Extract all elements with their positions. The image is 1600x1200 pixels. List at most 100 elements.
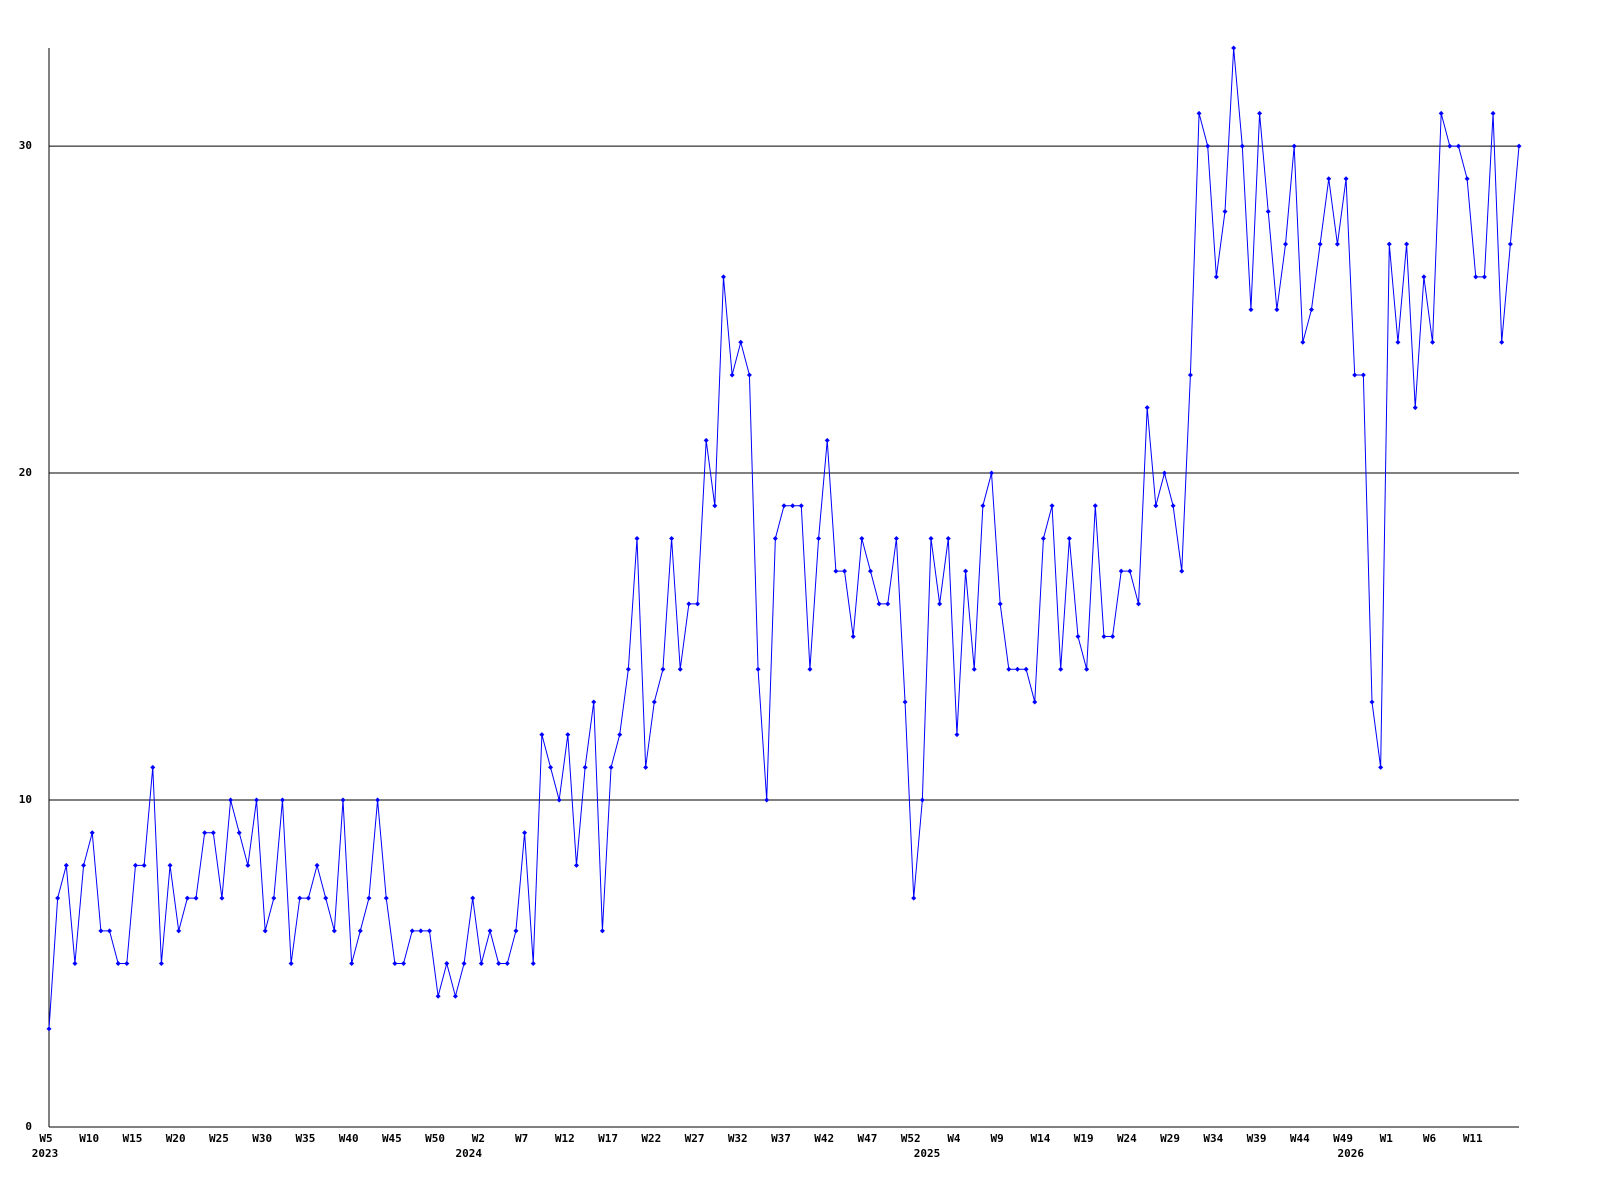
data-point: [919, 797, 925, 803]
x-tick-label: W17: [598, 1132, 618, 1145]
data-point: [297, 895, 303, 901]
data-point: [132, 862, 138, 868]
data-point: [686, 601, 692, 607]
x-tick-label: W4: [947, 1132, 961, 1145]
data-point: [461, 961, 467, 967]
data-point: [107, 928, 113, 934]
data-point: [1300, 339, 1306, 345]
data-point: [634, 535, 640, 541]
data-point: [1075, 634, 1081, 640]
data-point: [1239, 143, 1245, 149]
data-point: [1412, 405, 1418, 411]
data-point: [1317, 241, 1323, 247]
x-tick-label: W12: [555, 1132, 575, 1145]
x-tick-label: W15: [123, 1132, 143, 1145]
x-tick-label: W50: [425, 1132, 445, 1145]
data-point: [530, 961, 536, 967]
data-point: [245, 862, 251, 868]
data-point: [755, 666, 761, 672]
x-tick-label: W25: [209, 1132, 229, 1145]
data-point: [1257, 110, 1263, 116]
data-point: [556, 797, 562, 803]
data-point: [504, 961, 510, 967]
data-point: [478, 961, 484, 967]
data-point: [236, 830, 242, 836]
data-point: [1213, 274, 1219, 280]
data-point: [1378, 764, 1384, 770]
data-point: [842, 568, 848, 574]
data-point: [1066, 535, 1072, 541]
data-point: [850, 634, 856, 640]
data-point: [720, 274, 726, 280]
data-point: [677, 666, 683, 672]
data-point: [46, 1026, 52, 1032]
data-point: [167, 862, 173, 868]
data-point: [790, 503, 796, 509]
data-point: [1023, 666, 1029, 672]
x-tick-label: W40: [339, 1132, 359, 1145]
data-point: [89, 830, 95, 836]
data-point: [305, 895, 311, 901]
data-point: [1308, 307, 1314, 313]
data-point: [1430, 339, 1436, 345]
data-point: [124, 961, 130, 967]
data-point: [470, 895, 476, 901]
x-tick-label: W29: [1160, 1132, 1180, 1145]
data-line: [48, 47, 1520, 1029]
data-point: [565, 732, 571, 738]
y-tick-label: 30: [19, 139, 32, 152]
data-point: [452, 993, 458, 999]
data-point: [1274, 307, 1280, 313]
data-point: [1187, 372, 1193, 378]
x-tick-label: W6: [1423, 1132, 1437, 1145]
data-point: [1084, 666, 1090, 672]
data-point: [712, 503, 718, 509]
data-point: [1205, 143, 1211, 149]
data-point: [141, 862, 147, 868]
data-point: [1421, 274, 1427, 280]
data-point: [625, 666, 631, 672]
data-point: [1144, 405, 1150, 411]
data-point: [1438, 110, 1444, 116]
x-tick-label: W44: [1290, 1132, 1310, 1145]
data-point: [340, 797, 346, 803]
data-point: [582, 764, 588, 770]
data-point: [617, 732, 623, 738]
data-point: [807, 666, 813, 672]
data-point: [202, 830, 208, 836]
x-tick-label: W7: [515, 1132, 528, 1145]
x-tick-label: W22: [641, 1132, 661, 1145]
x-year-label: 2024: [455, 1147, 482, 1160]
data-point: [1447, 143, 1453, 149]
x-year-label: 2023: [32, 1147, 59, 1160]
data-point: [1179, 568, 1185, 574]
data-point: [1101, 634, 1107, 640]
x-tick-label: W11: [1463, 1132, 1483, 1145]
data-point: [487, 928, 493, 934]
data-point: [1170, 503, 1176, 509]
data-point: [1032, 699, 1038, 705]
x-tick-label: W42: [814, 1132, 834, 1145]
x-tick-label: W9: [991, 1132, 1004, 1145]
data-point: [288, 961, 294, 967]
data-point: [1352, 372, 1358, 378]
data-point: [357, 928, 363, 934]
data-point: [608, 764, 614, 770]
data-point: [1196, 110, 1202, 116]
x-tick-label: W19: [1074, 1132, 1094, 1145]
data-point: [366, 895, 372, 901]
data-point: [418, 928, 424, 934]
x-year-label: 2026: [1337, 1147, 1364, 1160]
data-point: [928, 535, 934, 541]
data-point: [63, 862, 69, 868]
data-point: [444, 961, 450, 967]
data-point: [496, 961, 502, 967]
data-point: [798, 503, 804, 509]
y-tick-label: 10: [19, 793, 32, 806]
data-point: [937, 601, 943, 607]
y-tick-label: 20: [19, 466, 32, 479]
data-point: [1326, 176, 1332, 182]
data-point: [781, 503, 787, 509]
data-point: [55, 895, 61, 901]
data-point: [228, 797, 234, 803]
